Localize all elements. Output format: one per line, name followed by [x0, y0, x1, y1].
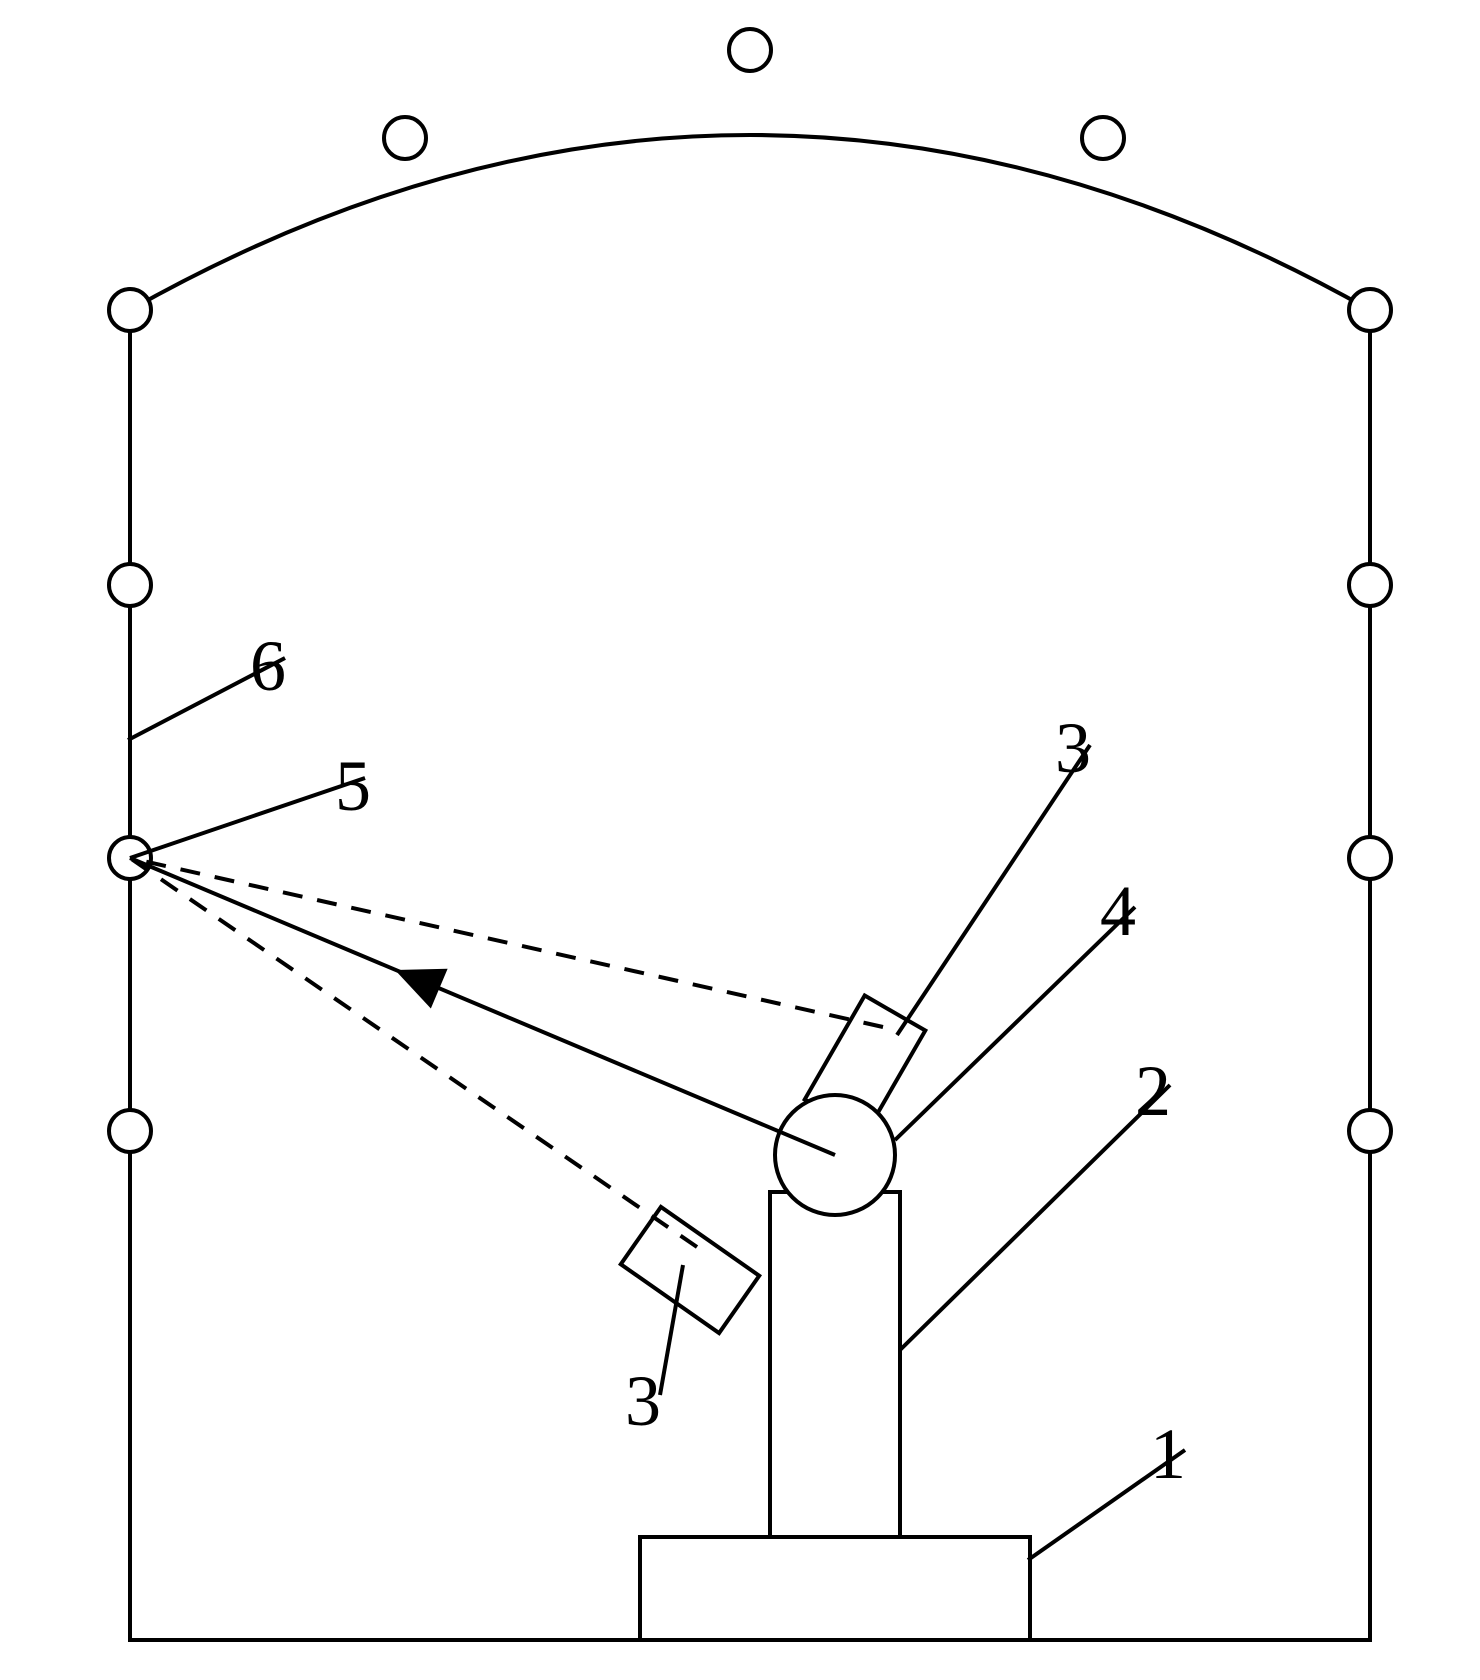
svg-text:3: 3: [1055, 708, 1091, 788]
svg-text:3: 3: [625, 1361, 661, 1441]
svg-text:5: 5: [335, 746, 371, 826]
svg-text:1: 1: [1150, 1414, 1186, 1494]
beams: [130, 858, 883, 1247]
wall-markers: [109, 29, 1391, 1152]
technical-diagram: 65 3 4 2 3 1: [0, 0, 1480, 1680]
svg-text:2: 2: [1135, 1051, 1171, 1131]
labels: 65 3 4 2 3 1: [128, 626, 1186, 1560]
svg-text:6: 6: [250, 626, 286, 706]
svg-text:4: 4: [1100, 871, 1136, 951]
